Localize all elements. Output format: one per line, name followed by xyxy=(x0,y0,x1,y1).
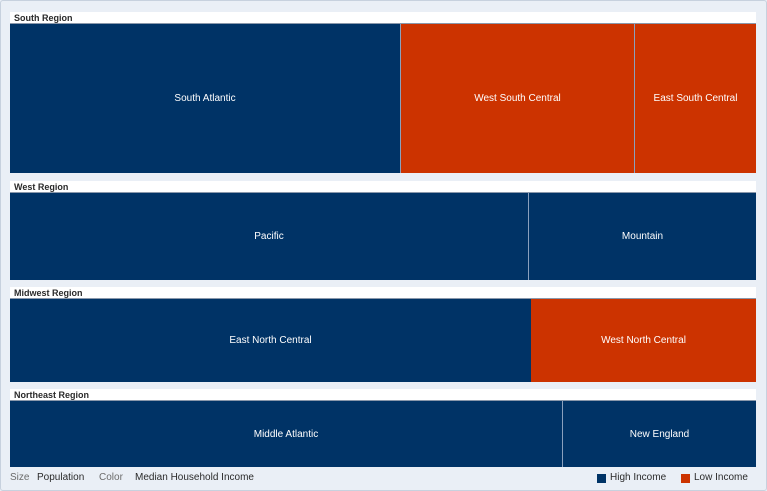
region-header-northeast: Northeast Region xyxy=(10,389,756,401)
region-title: South Region xyxy=(14,13,73,23)
region-header-midwest: Midwest Region xyxy=(10,287,756,299)
color-value: Median Household Income xyxy=(135,472,254,483)
treemap-tile[interactable]: West North Central xyxy=(531,299,756,382)
tile-label: New England xyxy=(629,428,690,440)
tile-label: Pacific xyxy=(254,231,284,242)
region-header-south: South Region xyxy=(10,12,756,24)
region-title: Midwest Region xyxy=(14,288,83,298)
treemap-tile[interactable]: South Atlantic xyxy=(10,24,400,173)
legend-label-low-income: Low Income xyxy=(694,472,748,483)
region-title: West Region xyxy=(14,182,69,192)
tile-label: Mountain xyxy=(621,231,664,242)
treemap-tile[interactable]: Pacific xyxy=(10,193,528,280)
legend-label-high-income: High Income xyxy=(610,472,667,483)
color-label: Color xyxy=(99,472,123,483)
legend-swatch-high-income xyxy=(597,474,606,483)
treemap-footer: Size Population Color Median Household I… xyxy=(0,468,767,488)
treemap-tile[interactable]: New England xyxy=(562,401,756,467)
treemap-tile[interactable]: East North Central xyxy=(10,299,531,382)
region-header-west: West Region xyxy=(10,181,756,193)
treemap-tile[interactable]: East South Central xyxy=(634,24,756,173)
tile-label: West North Central xyxy=(601,335,686,346)
tile-label: South Atlantic xyxy=(174,93,236,104)
legend-swatch-low-income xyxy=(681,474,690,483)
treemap-tile[interactable]: Mountain xyxy=(528,193,756,280)
tile-label: West South Central xyxy=(474,93,561,104)
tile-label: Middle Atlantic xyxy=(253,428,319,440)
region-title: Northeast Region xyxy=(14,390,90,400)
treemap-tile[interactable]: Middle Atlantic xyxy=(10,401,562,467)
size-value: Population xyxy=(37,472,85,483)
tile-label: East North Central xyxy=(229,335,312,346)
treemap-tile[interactable]: West South Central xyxy=(400,24,634,173)
tile-label: East South Central xyxy=(653,93,738,104)
size-label: Size xyxy=(10,472,30,483)
